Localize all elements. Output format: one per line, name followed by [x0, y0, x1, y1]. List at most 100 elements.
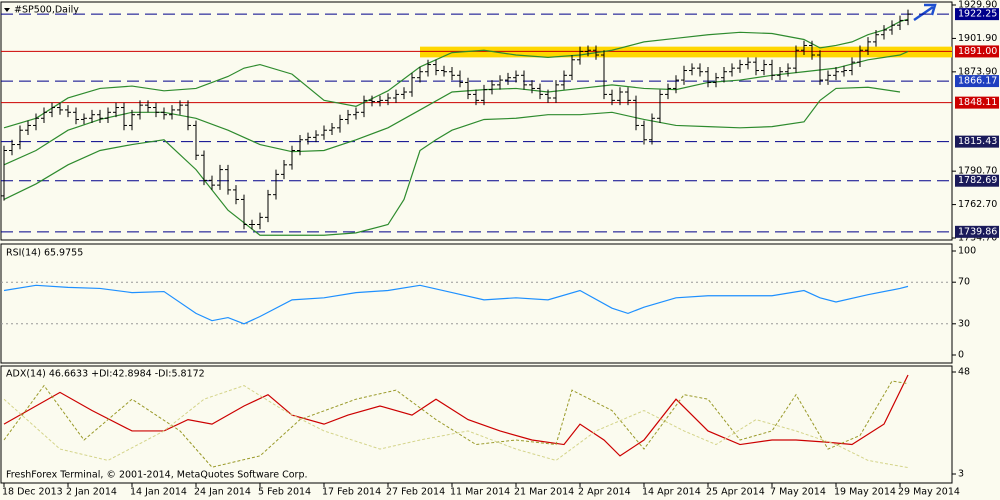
- ohlc-bar: [329, 123, 335, 135]
- ohlc-bar: [793, 45, 799, 73]
- y-tick-label: 3: [958, 469, 964, 480]
- y-tick-label: 48: [958, 367, 970, 378]
- ohlc-bar: [777, 66, 783, 81]
- ohlc-bar: [481, 84, 487, 106]
- ohlc-bar: [17, 125, 23, 150]
- ohlc-bar: [617, 87, 623, 106]
- ohlc-bar: [601, 50, 607, 100]
- ohlc-bar: [745, 57, 751, 70]
- ohlc-bar: [185, 100, 191, 131]
- ohlc-bar: [289, 145, 295, 170]
- ohlc-bar: [537, 83, 543, 100]
- ohlc-bar: [137, 100, 143, 120]
- ohlc-bar: [833, 66, 839, 81]
- ohlc-bar: [705, 66, 711, 88]
- x-tick-label: 29 May 2014: [898, 487, 960, 498]
- y-tick-label: 1790.70: [958, 166, 997, 177]
- ohlc-bar: [545, 89, 551, 103]
- ohlc-bar: [241, 194, 247, 230]
- ohlc-bar: [665, 83, 671, 100]
- x-tick-label: 14 Apr 2014: [642, 487, 701, 498]
- menu-arrow: [4, 8, 10, 12]
- adx-panel: [0, 365, 953, 484]
- ohlc-bar: [425, 59, 431, 77]
- ohlc-bar: [881, 25, 887, 40]
- level-label: 1866.17: [958, 76, 997, 87]
- ohlc-bar: [57, 102, 63, 115]
- ohlc-bar: [585, 45, 591, 57]
- ohlc-bar: [41, 107, 47, 124]
- ohlc-bar: [401, 87, 407, 100]
- level-box: [955, 75, 999, 88]
- ohlc-bar: [473, 89, 479, 106]
- ohlc-bar: [233, 185, 239, 205]
- ohlc-bar: [649, 113, 655, 145]
- ohlc-bar: [841, 65, 847, 77]
- x-tick-label: 18 Dec 2013: [2, 487, 63, 498]
- ohlc-bar: [353, 107, 359, 120]
- ohlc-bar: [377, 95, 383, 107]
- y-tick-label: 0: [958, 350, 964, 361]
- ohlc-bar: [593, 45, 599, 60]
- ohlc-bar: [697, 63, 703, 77]
- y-tick-label: 1873.90: [958, 66, 997, 77]
- level-box: [955, 225, 999, 238]
- ohlc-bar: [889, 20, 895, 35]
- y-tick-label: 30: [958, 318, 970, 329]
- ohlc-bar: [441, 65, 447, 77]
- ohlc-bar: [489, 80, 495, 95]
- ohlc-bar: [809, 40, 815, 60]
- ohlc-bar: [713, 72, 719, 88]
- ohlc-bar: [201, 150, 207, 186]
- ohlc-bar: [633, 95, 639, 131]
- ohlc-bar: [729, 63, 735, 77]
- ohlc-bar: [265, 189, 271, 223]
- ohlc-bar: [753, 57, 759, 76]
- y-tick-label: 1762.70: [958, 199, 997, 210]
- ohlc-bar: [313, 130, 319, 143]
- ohlc-bar: [49, 102, 55, 118]
- indicator-line: [3, 18, 909, 129]
- ohlc-bar: [689, 63, 695, 76]
- level-label: 1891.00: [958, 46, 997, 57]
- ohlc-bar: [737, 59, 743, 73]
- adx-title: ADX(14) 46.6633 +DI:42.8984 -DI:5.8172: [6, 369, 205, 380]
- indicator-line: [3, 385, 909, 469]
- ohlc-bar: [449, 66, 455, 81]
- level-label: 1922.25: [958, 9, 997, 20]
- ohlc-bar: [105, 107, 111, 124]
- ohlc-bar: [161, 107, 167, 120]
- indicator-line: [3, 284, 909, 325]
- ohlc-bar: [497, 75, 503, 90]
- ohlc-bar: [657, 89, 663, 124]
- level-box: [955, 96, 999, 109]
- ohlc-bar: [337, 114, 343, 133]
- ohlc-bar: [169, 105, 175, 120]
- ohlc-bar: [505, 72, 511, 85]
- ohlc-bar: [673, 75, 679, 94]
- ohlc-bar: [321, 125, 327, 140]
- footer: FreshForex Terminal, © 2001-2014, MetaQu…: [6, 470, 308, 481]
- ohlc-bar: [609, 89, 615, 106]
- ohlc-bar: [345, 109, 351, 125]
- ohlc-bar: [433, 59, 439, 76]
- rsi-title: RSI(14) 65.9755: [6, 248, 83, 259]
- level-label: 1848.11: [958, 97, 997, 108]
- ohlc-bar: [465, 77, 471, 100]
- ohlc-bar: [153, 102, 159, 118]
- x-tick-label: 24 Jan 2014: [194, 487, 251, 498]
- level-label: 1815.43: [958, 136, 997, 147]
- trend-arrow: [913, 3, 937, 22]
- ohlc-bar: [569, 55, 575, 81]
- ohlc-bar: [385, 93, 391, 106]
- ohlc-bar: [641, 120, 647, 145]
- ohlc-bar: [193, 120, 199, 161]
- x-tick-label: 2 Jan 2014: [66, 487, 117, 498]
- ohlc-bar: [857, 45, 863, 67]
- price-panel: [0, 1, 953, 241]
- x-tick-label: 17 Feb 2014: [322, 487, 381, 498]
- level-box: [955, 174, 999, 187]
- ohlc-bar: [73, 107, 79, 125]
- ohlc-bar: [625, 87, 631, 106]
